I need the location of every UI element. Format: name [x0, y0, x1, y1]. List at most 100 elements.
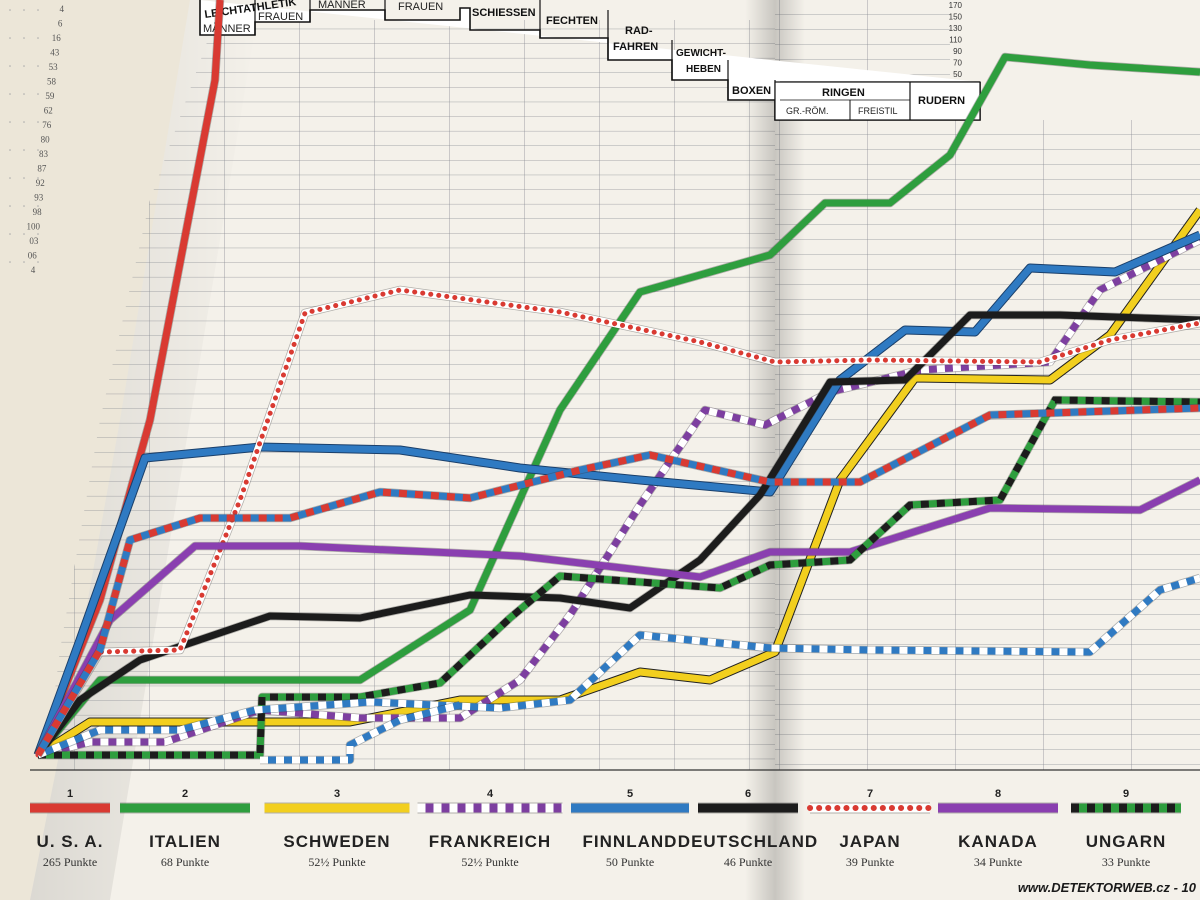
series-line-pattern — [37, 236, 1200, 759]
header-ringen: RINGEN — [822, 87, 865, 99]
legend-nation-name: SCHWEDEN — [283, 832, 390, 851]
legend-nation-points: 34 Punkte — [974, 855, 1022, 869]
header-la-frauen: FRAUEN — [258, 11, 303, 23]
header-schiessen: SCHIESSEN — [472, 7, 536, 19]
legend-item-1: 1 U. S. A. 265 Punkte — [30, 788, 110, 869]
header-ringen-frei: FREISTIL — [858, 106, 898, 116]
header-fechten: FECHTEN — [546, 15, 598, 27]
dot-leader — [9, 37, 11, 39]
legend-item-9: 9 UNGARN 33 Punkte — [1071, 788, 1181, 869]
legend-item-7: 7 JAPAN 39 Punkte — [807, 788, 933, 869]
legend-nation-name: ITALIEN — [149, 832, 221, 851]
series-line-pattern — [34, 404, 1200, 757]
dot-leader — [23, 65, 25, 67]
left-page-number: 92 — [36, 178, 45, 188]
dot-leader — [9, 261, 11, 263]
legend-item-2: 2 ITALIEN 68 Punkte — [120, 788, 250, 869]
legend-nation-name: FINNLAND — [583, 832, 678, 851]
chart-grid-right — [775, 120, 1200, 770]
header-gew-1: GEWICHT- — [676, 48, 726, 59]
header-sw-frauen: FRAUEN — [398, 1, 443, 13]
legend-rank: 5 — [627, 788, 633, 800]
scale-label: 110 — [949, 36, 962, 45]
header-ringen-gr: GR.-RÖM. — [786, 106, 829, 116]
legend-nation-points: 52½ Punkte — [461, 855, 518, 869]
dot-leader — [37, 177, 39, 179]
legend-nation-points: 50 Punkte — [606, 855, 654, 869]
dot-leader — [23, 177, 25, 179]
dot-leader — [37, 149, 39, 151]
watermark: www.DETEKTORWEB.cz - 10 — [1018, 880, 1197, 895]
left-page-number: 87 — [37, 164, 47, 174]
dot-leader — [9, 177, 11, 179]
legend-item-4: 4 FRANKREICH 52½ Punkte — [417, 788, 563, 869]
dot-leader — [23, 261, 25, 263]
series-line-dots — [35, 287, 1200, 758]
legend-nation-name: U. S. A. — [37, 832, 104, 851]
scale-label: 90 — [953, 47, 962, 56]
left-page-number: 43 — [50, 48, 60, 58]
legend-item-3: 3 SCHWEDEN 52½ Punkte — [264, 788, 410, 869]
header-boxen: BOXEN — [732, 85, 771, 97]
legend: 1 U. S. A. 265 Punkte 2 ITALIEN 68 Punkte 3 SCH… — [30, 788, 1181, 869]
legend-nation-name: KANADA — [958, 832, 1038, 851]
left-page-number: 76 — [42, 120, 52, 130]
left-page-number: 93 — [34, 193, 44, 203]
dot-leader — [23, 9, 25, 11]
dot-leader — [37, 9, 39, 11]
legend-nation-points: 33 Punkte — [1102, 855, 1150, 869]
dot-leader — [23, 121, 25, 123]
dot-leader — [23, 233, 25, 235]
scale-labels: 170 150 130 110 90 70 50 — [949, 1, 963, 79]
dot-leader — [9, 205, 11, 207]
legend-rank: 1 — [67, 788, 73, 800]
series-line — [34, 476, 1200, 757]
dot-leader — [37, 37, 39, 39]
dot-leader — [37, 93, 39, 95]
legend-nation-name: UNGARN — [1086, 832, 1167, 851]
dot-leader — [23, 37, 25, 39]
legend-rank: 4 — [487, 788, 494, 800]
dot-leader — [9, 9, 11, 11]
dot-leader — [23, 93, 25, 95]
dot-leader — [23, 149, 25, 151]
left-page-number: 06 — [28, 251, 38, 261]
dot-leader — [37, 261, 39, 263]
legend-rank: 8 — [995, 788, 1001, 800]
series-line — [36, 207, 1200, 758]
legend-rank: 9 — [1123, 788, 1129, 800]
legend-item-8: 8 KANADA 34 Punkte — [938, 788, 1058, 869]
left-page-number: 62 — [44, 106, 53, 116]
scale-label: 50 — [953, 70, 962, 79]
dot-leader — [37, 121, 39, 123]
series-line-pattern — [36, 574, 1200, 759]
header-gew-2: HEBEN — [686, 64, 721, 75]
scale-label: 150 — [949, 13, 963, 22]
legend-rank: 6 — [745, 788, 751, 800]
left-page-number: 83 — [39, 149, 49, 159]
left-page-number: 59 — [45, 91, 55, 101]
legend-nation-points: 46 Punkte — [724, 855, 772, 869]
series-line — [35, 53, 1200, 758]
left-page-number: 58 — [47, 77, 57, 87]
left-page-number: 03 — [29, 236, 39, 246]
series-line-pattern — [260, 701, 461, 764]
legend-nation-points: 265 Punkte — [43, 855, 97, 869]
dot-leader — [9, 233, 11, 235]
dot-leader — [37, 233, 39, 235]
legend-rank: 3 — [334, 788, 340, 800]
legend-rank: 7 — [867, 788, 873, 800]
left-page-number: 16 — [52, 33, 62, 43]
left-page-number: 100 — [27, 222, 41, 232]
left-page-numbers: 4 6 16 43 53 58 59 62 76 80 83 87 92 93 98 100 03 06 4 — [9, 4, 65, 275]
series-line-pattern — [38, 396, 1200, 759]
left-page-number: 6 — [58, 19, 63, 29]
scale-label: 170 — [949, 1, 963, 10]
dot-leader — [9, 121, 11, 123]
left-page-number: 98 — [33, 207, 43, 217]
left-page-number: 4 — [60, 4, 65, 14]
chart-lines — [33, 0, 1200, 765]
header-la-maenner: MÄNNER — [203, 23, 251, 35]
dot-leader — [37, 205, 39, 207]
